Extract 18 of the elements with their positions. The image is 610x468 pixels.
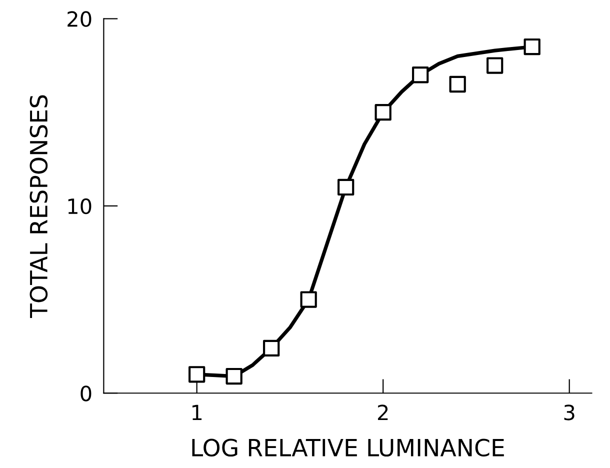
x-tick-label: 3 xyxy=(564,404,574,420)
point xyxy=(338,178,354,196)
y-tick-label: 10 xyxy=(68,198,92,214)
point xyxy=(524,38,540,56)
x-tick-label: 1 xyxy=(192,404,202,420)
point xyxy=(300,291,317,308)
y-tick-label: 0 xyxy=(80,386,92,402)
x-tick-label: 2 xyxy=(378,404,388,420)
y-axis-title: TOTAL RESPONSES xyxy=(30,95,48,318)
point xyxy=(263,340,280,357)
y-tick-label: 20 xyxy=(68,11,92,27)
x-axis-title: LOG RELATIVE LUMINANCE xyxy=(192,438,504,457)
point xyxy=(374,104,392,121)
point xyxy=(449,76,466,93)
point xyxy=(188,366,206,383)
point xyxy=(486,57,504,74)
point xyxy=(226,368,242,385)
point xyxy=(412,66,429,84)
